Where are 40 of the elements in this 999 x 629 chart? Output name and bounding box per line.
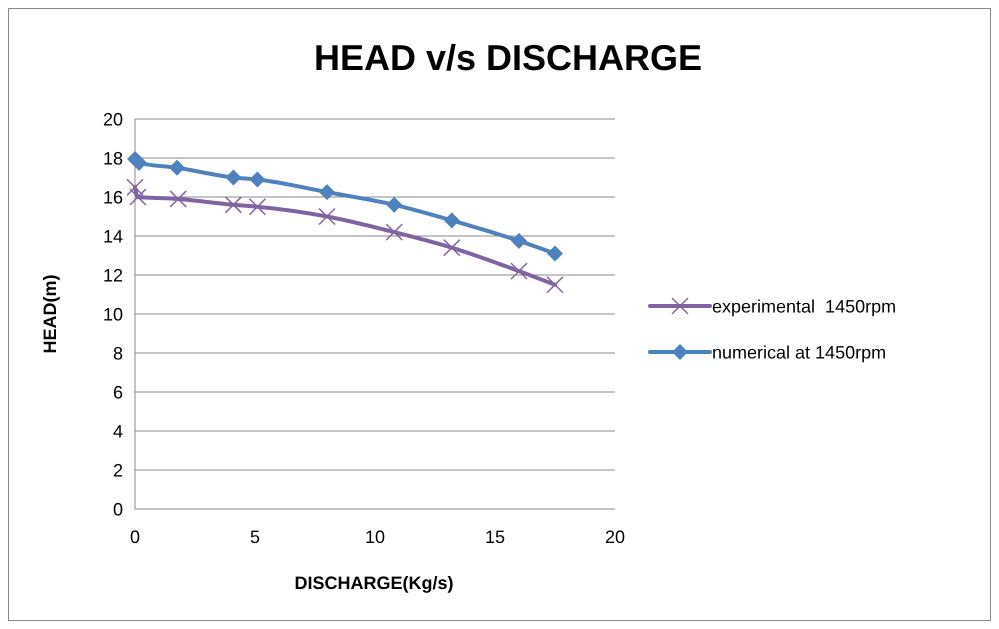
- point: [127, 150, 143, 167]
- point: [511, 232, 527, 249]
- y-tick-label: 12: [102, 265, 123, 286]
- y-tick-label: 4: [112, 421, 123, 442]
- point: [126, 178, 144, 196]
- x-tick-label: 10: [364, 527, 386, 547]
- point: [249, 171, 266, 188]
- x-axis-title: DISCHARGE(Kg/s): [294, 573, 454, 593]
- y-tick-label: 14: [102, 226, 123, 246]
- y-tick-label: 18: [102, 148, 123, 168]
- y-tick-label: 6: [112, 382, 123, 402]
- point: [169, 190, 187, 208]
- x-tick-label: 0: [130, 527, 140, 547]
- legend-label: numerical at 1450rpm: [712, 342, 886, 362]
- point: [546, 276, 564, 294]
- y-axis-title: HEAD(m): [40, 274, 60, 354]
- point: [248, 198, 266, 216]
- y-tick-label: 2: [112, 460, 123, 480]
- point: [318, 208, 336, 226]
- point: [444, 212, 460, 228]
- x-tick-label: 15: [484, 527, 506, 547]
- y-tick-label: 0: [112, 499, 123, 520]
- y-tick-label: 8: [112, 343, 123, 364]
- point: [169, 160, 185, 176]
- legend-label: experimental 1450rpm: [712, 296, 896, 316]
- y-tick-label: 10: [102, 304, 123, 324]
- x-tick-label: 20: [604, 527, 626, 547]
- point: [443, 238, 461, 256]
- point: [386, 196, 402, 213]
- point: [129, 188, 147, 206]
- point: [385, 223, 403, 241]
- y-tick-label: 16: [102, 187, 123, 208]
- x-tick-label: 5: [250, 527, 260, 547]
- point: [319, 184, 335, 200]
- point: [224, 196, 242, 214]
- point: [225, 170, 242, 186]
- y-tick-label: 20: [102, 109, 123, 130]
- point: [547, 246, 563, 262]
- chart-title: HEAD v/s DISCHARGE: [314, 37, 702, 78]
- point: [510, 262, 528, 280]
